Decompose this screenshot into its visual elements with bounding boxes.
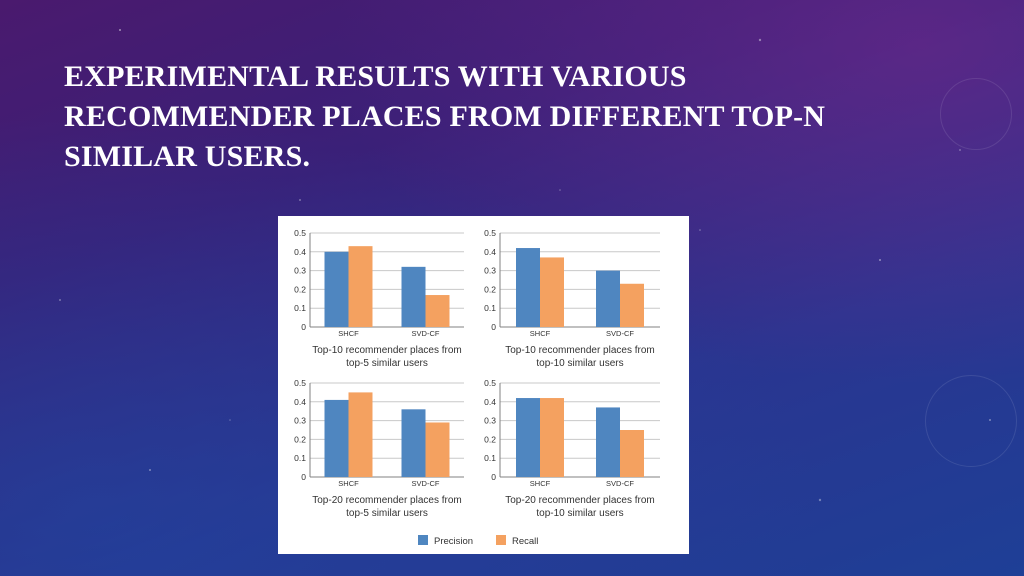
y-tick-label: 0.4 — [294, 247, 306, 257]
decorative-ring — [925, 375, 1017, 467]
y-tick-label: 0.2 — [294, 284, 306, 294]
chart-caption: Top-20 recommender places from — [505, 495, 655, 506]
y-tick-label: 0.4 — [484, 397, 496, 407]
bar-recall-svd-cf — [620, 430, 644, 477]
y-tick-label: 0 — [491, 322, 496, 332]
y-tick-label: 0 — [301, 472, 306, 482]
y-tick-label: 0.5 — [294, 228, 306, 238]
chart-caption: Top-10 recommender places from — [505, 345, 655, 356]
legend-label-recall: Recall — [512, 536, 538, 547]
x-tick-label: SHCF — [530, 329, 551, 338]
bar-recall-shcf — [348, 392, 373, 477]
bar-precision-svd-cf — [596, 270, 620, 327]
x-tick-label: SHCF — [530, 479, 551, 488]
bar-precision-shcf — [324, 251, 349, 327]
x-tick-label: SVD-CF — [606, 479, 634, 488]
y-tick-label: 0 — [301, 322, 306, 332]
x-tick-label: SHCF — [338, 479, 359, 488]
bar-precision-shcf — [516, 398, 540, 477]
bar-recall-svd-cf — [620, 283, 644, 327]
bar-recall-shcf — [540, 257, 564, 327]
bar-precision-svd-cf — [596, 407, 620, 477]
y-tick-label: 0.1 — [294, 303, 306, 313]
bar-precision-shcf — [516, 248, 540, 327]
chart-caption: Top-10 recommender places from — [312, 345, 462, 356]
y-tick-label: 0.3 — [294, 416, 306, 426]
x-tick-label: SVD-CF — [412, 329, 440, 338]
y-tick-label: 0.1 — [484, 453, 496, 463]
y-tick-label: 0.1 — [484, 303, 496, 313]
y-tick-label: 0.5 — [294, 378, 306, 388]
x-tick-label: SHCF — [338, 329, 359, 338]
slide-title: EXPERIMENTAL RESULTS WITH VARIOUS RECOMM… — [64, 60, 826, 173]
y-tick-label: 0.4 — [484, 247, 496, 257]
bar-recall-shcf — [348, 246, 373, 327]
legend-swatch-precision — [418, 535, 428, 545]
x-tick-label: SVD-CF — [412, 479, 440, 488]
bar-recall-svd-cf — [425, 422, 450, 477]
results-figure: 0 0.1 0.2 0.3 0.4 0.5 SHCF SVD-CF Top-10 recomme… — [278, 216, 689, 554]
y-tick-label: 0.3 — [484, 266, 496, 276]
legend-label-precision: Precision — [434, 536, 473, 547]
y-tick-label: 0.5 — [484, 378, 496, 388]
results-chart-grid: 0 0.1 0.2 0.3 0.4 0.5 SHCF SVD-CF Top-10 recomme… — [294, 228, 660, 547]
bar-precision-shcf — [324, 399, 349, 477]
y-tick-label: 0.3 — [294, 266, 306, 276]
legend-swatch-recall — [496, 535, 506, 545]
bar-recall-svd-cf — [425, 295, 450, 327]
chart-caption: Top-20 recommender places from — [312, 495, 462, 506]
bar-recall-shcf — [540, 398, 564, 477]
y-tick-label: 0.1 — [294, 453, 306, 463]
y-tick-label: 0 — [491, 472, 496, 482]
chart-caption: top-5 similar users — [346, 358, 428, 369]
chart-caption: top-5 similar users — [346, 508, 428, 519]
y-tick-label: 0.2 — [484, 284, 496, 294]
y-tick-label: 0.4 — [294, 397, 306, 407]
bar-precision-svd-cf — [401, 409, 426, 477]
y-tick-label: 0.2 — [294, 434, 306, 444]
x-tick-label: SVD-CF — [606, 329, 634, 338]
bar-precision-svd-cf — [401, 266, 426, 327]
y-tick-label: 0.2 — [484, 434, 496, 444]
chart-caption: top-10 similar users — [536, 358, 623, 369]
chart-caption: top-10 similar users — [536, 508, 623, 519]
y-tick-label: 0.3 — [484, 416, 496, 426]
y-tick-label: 0.5 — [484, 228, 496, 238]
decorative-ring — [940, 78, 1012, 150]
